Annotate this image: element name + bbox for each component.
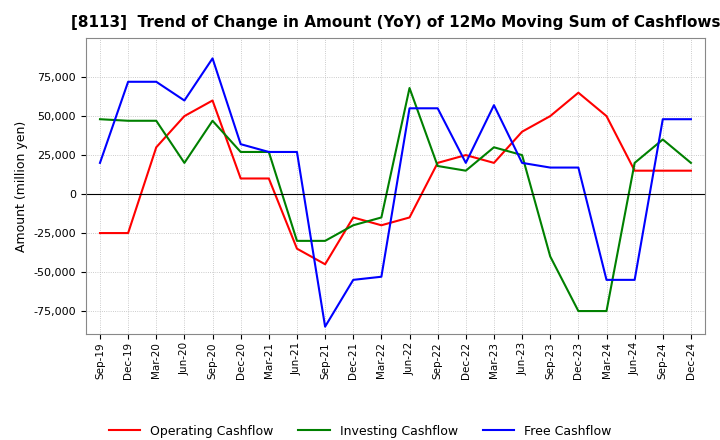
Free Cashflow <box>490 103 498 108</box>
Operating Cashflow <box>659 168 667 173</box>
Investing Cashflow <box>180 160 189 165</box>
Free Cashflow <box>574 165 582 170</box>
Line: Operating Cashflow: Operating Cashflow <box>100 93 691 264</box>
Y-axis label: Amount (million yen): Amount (million yen) <box>15 121 28 252</box>
Free Cashflow <box>462 160 470 165</box>
Title: [8113]  Trend of Change in Amount (YoY) of 12Mo Moving Sum of Cashflows: [8113] Trend of Change in Amount (YoY) o… <box>71 15 720 30</box>
Operating Cashflow <box>462 152 470 158</box>
Free Cashflow <box>292 149 301 154</box>
Investing Cashflow <box>349 223 358 228</box>
Investing Cashflow <box>490 145 498 150</box>
Free Cashflow <box>377 274 386 279</box>
Operating Cashflow <box>602 114 611 119</box>
Free Cashflow <box>236 142 245 147</box>
Investing Cashflow <box>574 308 582 314</box>
Operating Cashflow <box>208 98 217 103</box>
Operating Cashflow <box>236 176 245 181</box>
Operating Cashflow <box>574 90 582 95</box>
Free Cashflow <box>152 79 161 84</box>
Operating Cashflow <box>124 231 132 236</box>
Investing Cashflow <box>433 163 442 169</box>
Operating Cashflow <box>264 176 273 181</box>
Legend: Operating Cashflow, Investing Cashflow, Free Cashflow: Operating Cashflow, Investing Cashflow, … <box>104 420 616 440</box>
Free Cashflow <box>321 324 330 329</box>
Free Cashflow <box>180 98 189 103</box>
Investing Cashflow <box>630 160 639 165</box>
Free Cashflow <box>124 79 132 84</box>
Investing Cashflow <box>687 160 696 165</box>
Operating Cashflow <box>292 246 301 251</box>
Free Cashflow <box>546 165 554 170</box>
Investing Cashflow <box>546 254 554 259</box>
Free Cashflow <box>687 117 696 122</box>
Operating Cashflow <box>96 231 104 236</box>
Operating Cashflow <box>687 168 696 173</box>
Investing Cashflow <box>96 117 104 122</box>
Investing Cashflow <box>462 168 470 173</box>
Operating Cashflow <box>518 129 526 134</box>
Investing Cashflow <box>602 308 611 314</box>
Operating Cashflow <box>433 160 442 165</box>
Line: Free Cashflow: Free Cashflow <box>100 59 691 326</box>
Investing Cashflow <box>236 149 245 154</box>
Investing Cashflow <box>377 215 386 220</box>
Investing Cashflow <box>321 238 330 243</box>
Operating Cashflow <box>546 114 554 119</box>
Operating Cashflow <box>377 223 386 228</box>
Free Cashflow <box>96 160 104 165</box>
Investing Cashflow <box>292 238 301 243</box>
Investing Cashflow <box>405 85 414 91</box>
Free Cashflow <box>518 160 526 165</box>
Free Cashflow <box>433 106 442 111</box>
Operating Cashflow <box>630 168 639 173</box>
Free Cashflow <box>208 56 217 61</box>
Operating Cashflow <box>180 114 189 119</box>
Investing Cashflow <box>124 118 132 123</box>
Free Cashflow <box>659 117 667 122</box>
Free Cashflow <box>602 277 611 282</box>
Investing Cashflow <box>152 118 161 123</box>
Free Cashflow <box>264 149 273 154</box>
Investing Cashflow <box>659 137 667 142</box>
Free Cashflow <box>405 106 414 111</box>
Investing Cashflow <box>208 118 217 123</box>
Operating Cashflow <box>490 160 498 165</box>
Free Cashflow <box>630 277 639 282</box>
Investing Cashflow <box>264 149 273 154</box>
Operating Cashflow <box>321 262 330 267</box>
Investing Cashflow <box>518 152 526 158</box>
Line: Investing Cashflow: Investing Cashflow <box>100 88 691 311</box>
Operating Cashflow <box>405 215 414 220</box>
Operating Cashflow <box>152 145 161 150</box>
Free Cashflow <box>349 277 358 282</box>
Operating Cashflow <box>349 215 358 220</box>
